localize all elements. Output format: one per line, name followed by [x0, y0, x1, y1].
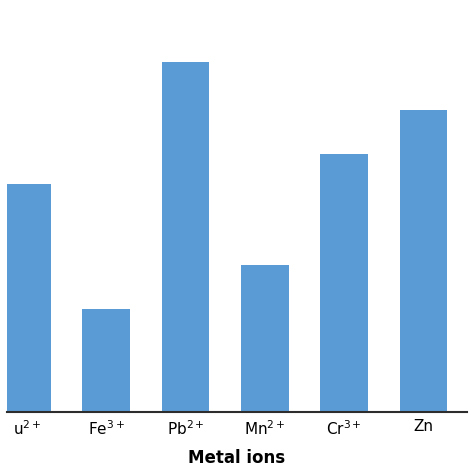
- X-axis label: Metal ions: Metal ions: [189, 449, 285, 467]
- Bar: [3, 184, 51, 412]
- Bar: [162, 62, 209, 412]
- Bar: [241, 265, 289, 412]
- Bar: [400, 110, 447, 412]
- Bar: [82, 309, 130, 412]
- Bar: [320, 155, 368, 412]
